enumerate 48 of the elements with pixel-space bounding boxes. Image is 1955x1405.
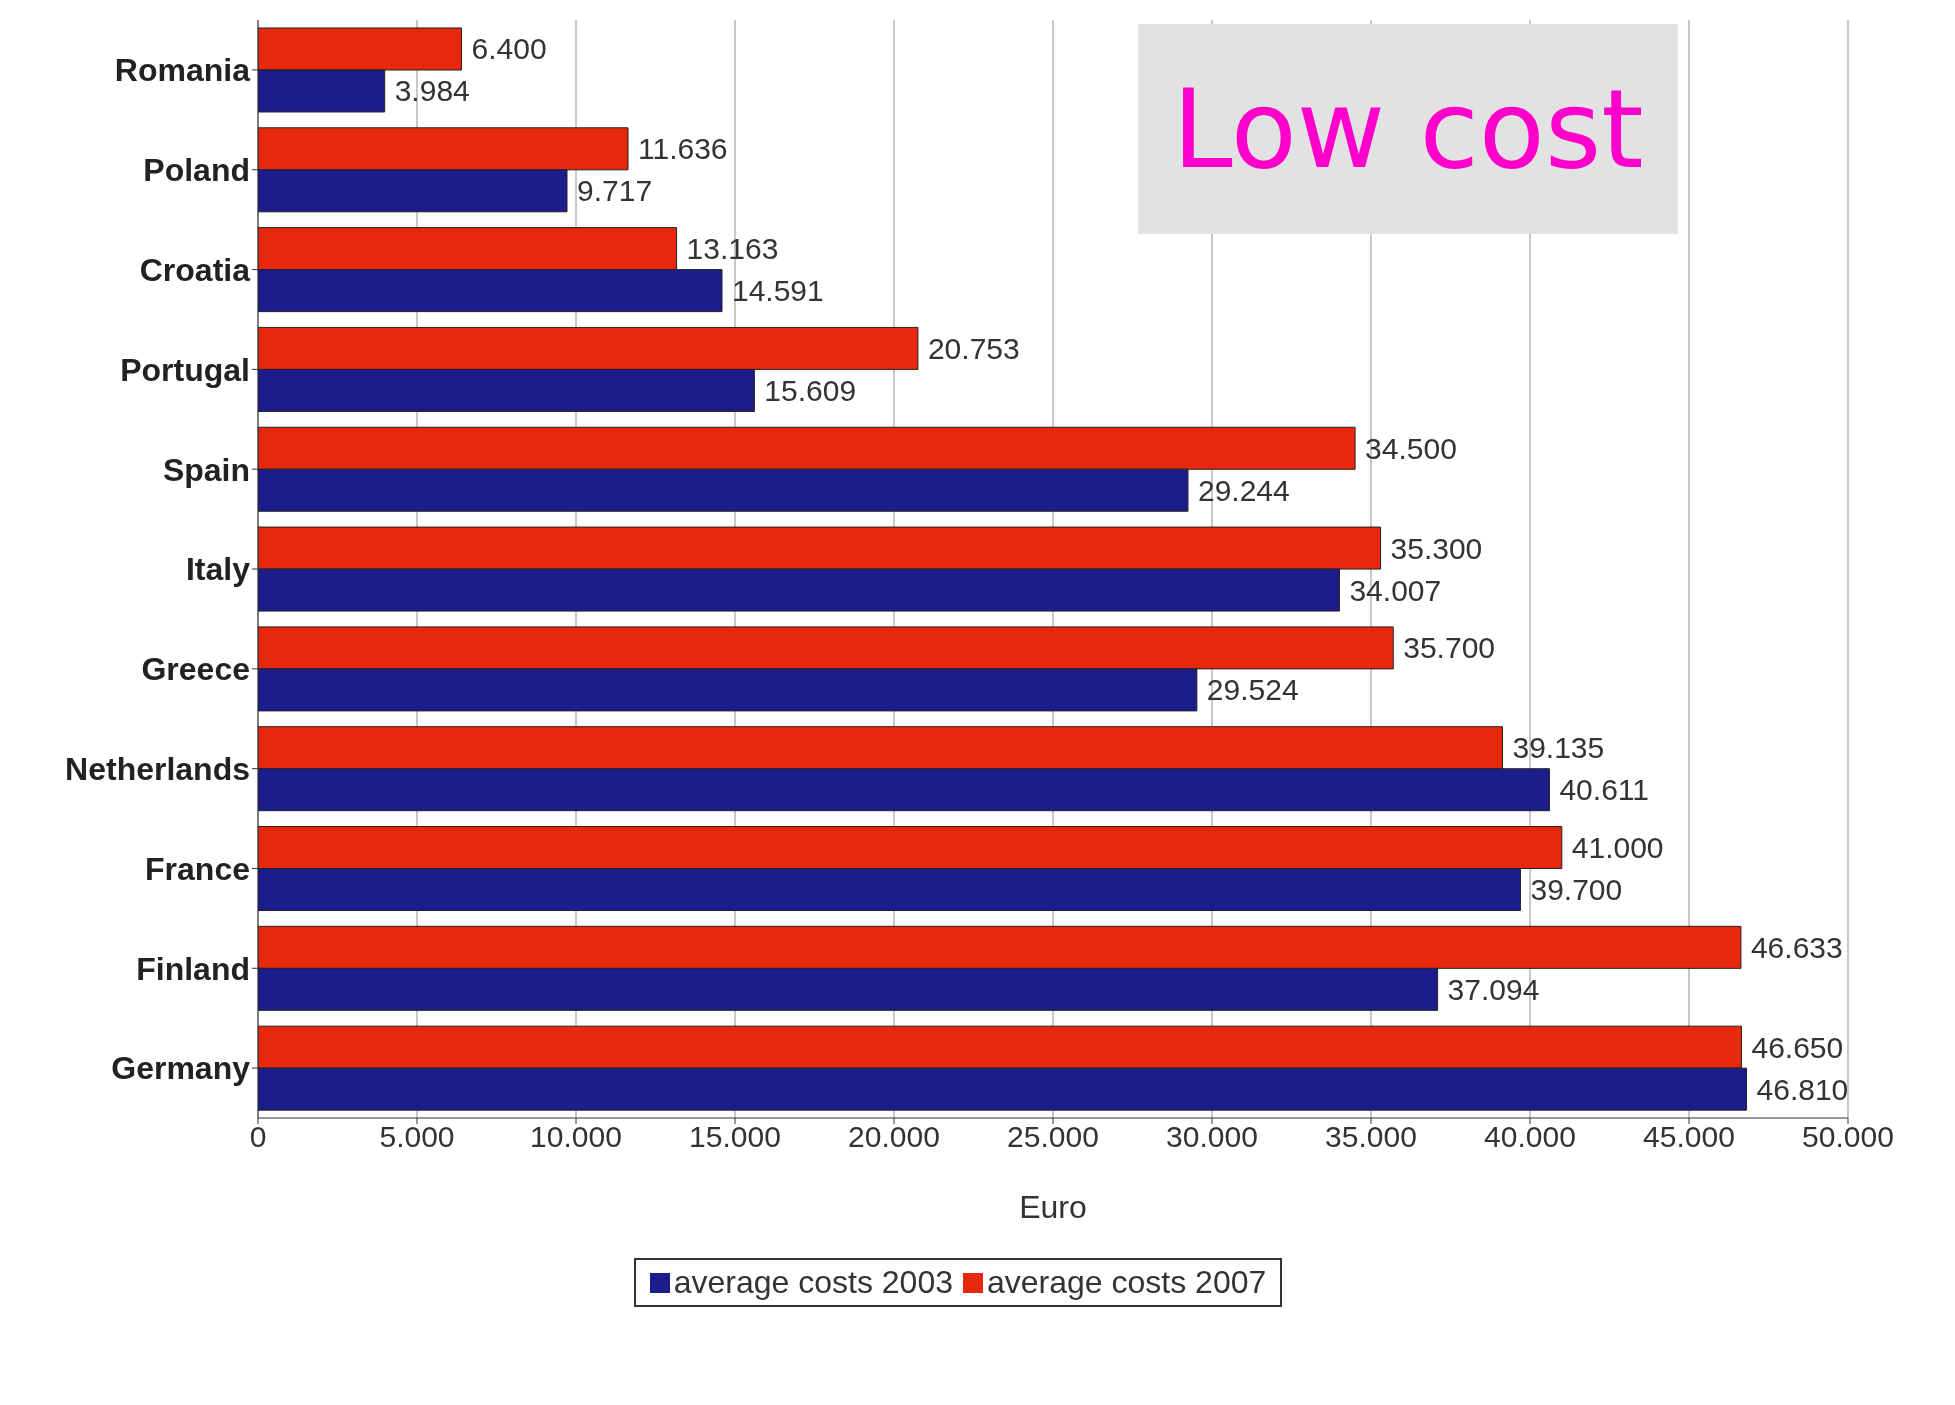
x-tick-label: 20.000 [848, 1120, 940, 1154]
data-label: 35.300 [1390, 531, 1483, 565]
x-axis-title: Euro [1019, 1189, 1087, 1225]
data-label: 41.000 [1571, 831, 1664, 865]
legend-label: average costs 2003 [672, 1264, 953, 1301]
data-label: 29.244 [1197, 473, 1290, 507]
data-label: 14.591 [731, 274, 824, 308]
data-label: 46.633 [1750, 930, 1843, 964]
x-tick-label: 30.000 [1166, 1120, 1258, 1154]
data-label: 37.094 [1447, 972, 1540, 1006]
x-tick-label: 45.000 [1643, 1120, 1735, 1154]
x-tick-label: 25.000 [1007, 1120, 1099, 1154]
data-label: 46.810 [1756, 1072, 1849, 1106]
y-tick-label: France [145, 850, 250, 887]
data-label: 34.500 [1365, 431, 1457, 465]
x-tick-label: 15.000 [689, 1120, 781, 1154]
data-label: 20.753 [927, 331, 1020, 365]
y-tick-label: Germany [111, 1050, 251, 1087]
data-label: 3.984 [394, 74, 470, 108]
y-tick-label: Poland [143, 152, 250, 189]
y-tick-label: Greece [141, 651, 250, 688]
x-tick-label: 0 [249, 1120, 267, 1154]
data-label: 6.400 [471, 32, 547, 66]
y-tick-label: Finland [136, 950, 250, 987]
data-label: 35.700 [1403, 631, 1496, 665]
y-tick-label: Portugal [120, 351, 250, 388]
x-tick-label: 50.000 [1802, 1120, 1894, 1154]
data-label: 29.524 [1206, 673, 1299, 707]
legend-label: average costs 2007 [986, 1264, 1267, 1301]
data-label: 9.717 [577, 174, 653, 208]
x-tick-label: 5.000 [379, 1120, 455, 1154]
annotation: Low cost [1138, 24, 1678, 234]
y-tick-label: Italy [185, 551, 251, 588]
y-tick-label: Romania [114, 52, 251, 89]
data-label: 40.611 [1559, 773, 1649, 807]
x-tick-label: 35.000 [1325, 1120, 1417, 1154]
y-tick-label: Croatia [139, 251, 251, 288]
data-label: 39.135 [1512, 731, 1605, 765]
x-tick-label: 10.000 [530, 1120, 622, 1154]
data-label: 11.636 [638, 132, 728, 166]
data-label: 13.163 [686, 232, 779, 266]
data-label: 46.650 [1751, 1030, 1844, 1064]
x-tick-label: 40.000 [1484, 1120, 1576, 1154]
y-tick-label: Netherlands [65, 751, 250, 787]
y-tick-label: Spain [162, 451, 250, 488]
data-label: 39.700 [1530, 873, 1623, 907]
data-label: 34.007 [1349, 573, 1442, 607]
data-label: 15.609 [764, 373, 857, 407]
